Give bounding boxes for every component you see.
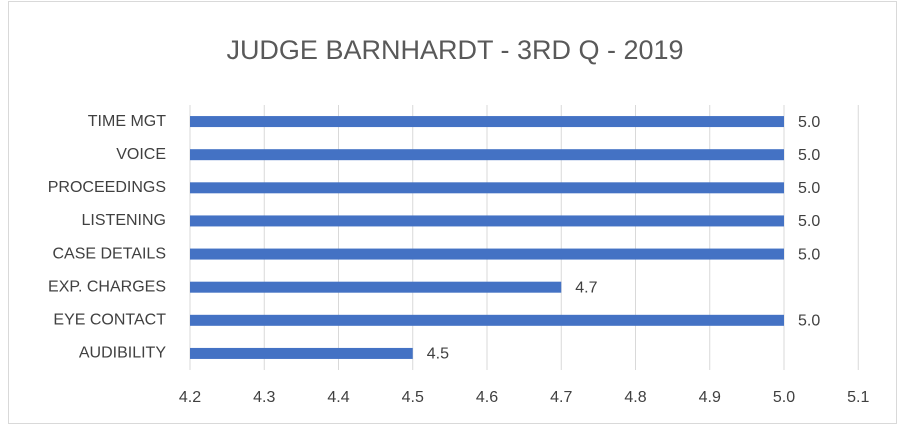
y-tick-label: CASE DETAILS [52,245,166,262]
data-label: 5.0 [798,246,820,263]
x-tick-label: 5.1 [847,389,869,406]
data-label: 5.0 [798,147,820,164]
x-tick-label: 4.3 [253,389,275,406]
bar [190,347,413,359]
x-tick-label: 4.8 [624,389,646,406]
x-tick-label: 4.4 [327,389,349,406]
chart-title: JUDGE BARNHARDT - 3RD Q - 2019 [226,35,683,65]
bar [190,116,784,128]
y-tick-label: VOICE [116,146,166,163]
bar [190,149,784,161]
y-tick-label: LISTENING [82,212,166,229]
bar [190,248,784,260]
y-tick-label: TIME MGT [88,113,166,130]
chart-border [8,1,897,424]
x-tick-label: 4.5 [402,389,424,406]
data-label: 5.0 [798,114,820,131]
x-tick-label: 4.6 [476,389,498,406]
data-label: 4.5 [427,346,449,363]
y-tick-label: AUDIBILITY [79,345,166,362]
data-label: 5.0 [798,213,820,230]
bar [190,182,784,194]
y-tick-label: PROCEEDINGS [48,179,166,196]
x-tick-label: 5.0 [773,389,795,406]
y-tick-label: EXP. CHARGES [48,278,166,295]
x-tick-label: 4.9 [699,389,721,406]
x-tick-label: 4.2 [179,389,201,406]
data-label: 4.7 [575,279,597,296]
data-label: 5.0 [798,313,820,330]
bar [190,281,562,293]
bar [190,215,784,227]
bar [190,314,784,326]
y-tick-label: EYE CONTACT [53,312,166,329]
x-tick-label: 4.7 [550,389,572,406]
data-label: 5.0 [798,180,820,197]
